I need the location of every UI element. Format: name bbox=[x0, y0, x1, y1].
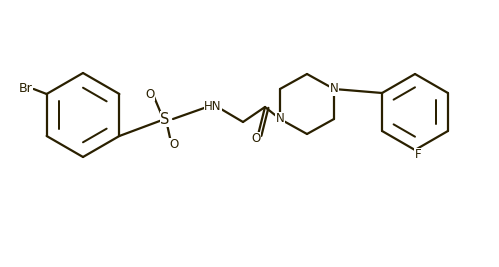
Text: HN: HN bbox=[204, 100, 222, 113]
Text: O: O bbox=[251, 132, 260, 146]
Text: F: F bbox=[415, 148, 421, 162]
Text: Br: Br bbox=[19, 81, 32, 95]
Text: N: N bbox=[330, 83, 338, 96]
Text: O: O bbox=[169, 139, 179, 151]
Text: S: S bbox=[160, 112, 170, 127]
Text: O: O bbox=[145, 88, 155, 100]
Text: N: N bbox=[275, 112, 284, 125]
